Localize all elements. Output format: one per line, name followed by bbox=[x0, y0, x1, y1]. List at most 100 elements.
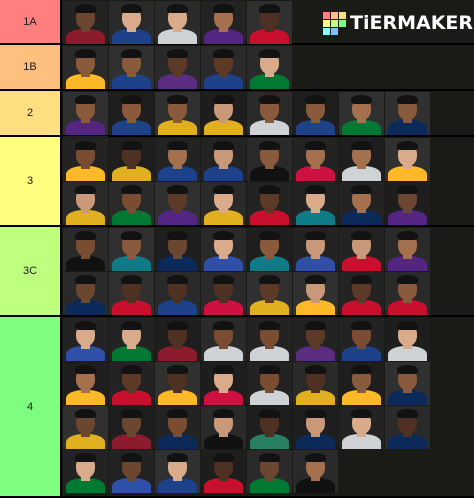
player-tile[interactable] bbox=[385, 228, 430, 271]
player-tile[interactable] bbox=[385, 362, 430, 405]
player-tile[interactable] bbox=[385, 138, 430, 181]
player-tile[interactable] bbox=[293, 228, 338, 271]
player-tile[interactable] bbox=[293, 138, 338, 181]
player-tile[interactable] bbox=[339, 272, 384, 315]
tier-label[interactable]: 1A bbox=[0, 0, 62, 43]
player-tile[interactable] bbox=[201, 182, 246, 225]
player-tile[interactable] bbox=[109, 138, 154, 181]
player-tile[interactable] bbox=[339, 318, 384, 361]
tier-label[interactable]: 3 bbox=[0, 137, 62, 225]
player-tile[interactable] bbox=[293, 182, 338, 225]
player-tile[interactable] bbox=[63, 318, 108, 361]
player-tile[interactable] bbox=[247, 318, 292, 361]
player-hair bbox=[121, 365, 142, 374]
player-tile[interactable] bbox=[293, 318, 338, 361]
player-tile[interactable] bbox=[385, 92, 430, 135]
player-tile[interactable] bbox=[63, 272, 108, 315]
player-tile[interactable] bbox=[155, 362, 200, 405]
player-tile[interactable] bbox=[109, 92, 154, 135]
player-tile[interactable] bbox=[201, 272, 246, 315]
tier-label[interactable]: 2 bbox=[0, 91, 62, 135]
player-tile[interactable] bbox=[293, 92, 338, 135]
jersey bbox=[250, 300, 289, 315]
player-tile[interactable] bbox=[339, 92, 384, 135]
player-tile[interactable] bbox=[155, 92, 200, 135]
player-tile[interactable] bbox=[339, 362, 384, 405]
player-tile[interactable] bbox=[293, 362, 338, 405]
player-tile[interactable] bbox=[247, 406, 292, 449]
jersey bbox=[158, 300, 197, 315]
player-tile[interactable] bbox=[155, 46, 200, 89]
tier-label[interactable]: 4 bbox=[0, 317, 62, 496]
player-tile[interactable] bbox=[109, 228, 154, 271]
player-tile[interactable] bbox=[155, 450, 200, 493]
player-tile[interactable] bbox=[247, 92, 292, 135]
player-tile[interactable] bbox=[155, 182, 200, 225]
player-tile[interactable] bbox=[247, 450, 292, 493]
player-tile[interactable] bbox=[63, 138, 108, 181]
player-tile[interactable] bbox=[385, 318, 430, 361]
tier-label[interactable]: 3C bbox=[0, 227, 62, 315]
player-tile[interactable] bbox=[109, 406, 154, 449]
neck bbox=[265, 71, 274, 77]
player-tile[interactable] bbox=[247, 228, 292, 271]
player-tile[interactable] bbox=[385, 182, 430, 225]
neck bbox=[403, 253, 412, 259]
player-hair bbox=[213, 185, 234, 194]
player-tile[interactable] bbox=[201, 138, 246, 181]
player-tile[interactable] bbox=[293, 406, 338, 449]
player-tile[interactable] bbox=[109, 450, 154, 493]
player-tile[interactable] bbox=[109, 46, 154, 89]
player-tile[interactable] bbox=[63, 1, 108, 44]
player-tile[interactable] bbox=[201, 450, 246, 493]
player-tile[interactable] bbox=[63, 406, 108, 449]
player-tile[interactable] bbox=[63, 362, 108, 405]
player-tile[interactable] bbox=[201, 92, 246, 135]
player-tile[interactable] bbox=[109, 272, 154, 315]
player-tile[interactable] bbox=[201, 228, 246, 271]
player-tile[interactable] bbox=[339, 138, 384, 181]
player-tile[interactable] bbox=[339, 406, 384, 449]
player-tile[interactable] bbox=[247, 1, 292, 44]
player-tile[interactable] bbox=[385, 272, 430, 315]
player-tile[interactable] bbox=[155, 228, 200, 271]
player-hair bbox=[75, 453, 96, 462]
player-tile[interactable] bbox=[247, 182, 292, 225]
jersey bbox=[388, 256, 427, 271]
player-tile[interactable] bbox=[293, 272, 338, 315]
player-tile[interactable] bbox=[201, 362, 246, 405]
player-tile[interactable] bbox=[155, 406, 200, 449]
player-tile[interactable] bbox=[247, 362, 292, 405]
tier-label[interactable]: 1B bbox=[0, 45, 62, 89]
player-tile[interactable] bbox=[155, 138, 200, 181]
player-tile[interactable] bbox=[385, 406, 430, 449]
neck bbox=[403, 297, 412, 303]
player-tile[interactable] bbox=[155, 1, 200, 44]
player-tile[interactable] bbox=[63, 450, 108, 493]
jersey bbox=[204, 210, 243, 225]
neck bbox=[173, 431, 182, 437]
player-tile[interactable] bbox=[293, 450, 338, 493]
player-tile[interactable] bbox=[109, 1, 154, 44]
player-hair bbox=[121, 321, 142, 330]
player-tile[interactable] bbox=[63, 46, 108, 89]
player-tile[interactable] bbox=[201, 1, 246, 44]
player-tile[interactable] bbox=[155, 318, 200, 361]
player-tile[interactable] bbox=[339, 228, 384, 271]
player-tile[interactable] bbox=[63, 228, 108, 271]
player-tile[interactable] bbox=[201, 46, 246, 89]
player-tile[interactable] bbox=[63, 182, 108, 225]
player-tile[interactable] bbox=[247, 272, 292, 315]
neck bbox=[81, 163, 90, 169]
player-tile[interactable] bbox=[109, 182, 154, 225]
player-tile[interactable] bbox=[109, 362, 154, 405]
player-tile[interactable] bbox=[201, 406, 246, 449]
player-tile[interactable] bbox=[247, 138, 292, 181]
player-tile[interactable] bbox=[201, 318, 246, 361]
player-tile[interactable] bbox=[63, 92, 108, 135]
player-tile[interactable] bbox=[247, 46, 292, 89]
neck bbox=[219, 163, 228, 169]
player-tile[interactable] bbox=[339, 182, 384, 225]
player-tile[interactable] bbox=[109, 318, 154, 361]
player-tile[interactable] bbox=[155, 272, 200, 315]
